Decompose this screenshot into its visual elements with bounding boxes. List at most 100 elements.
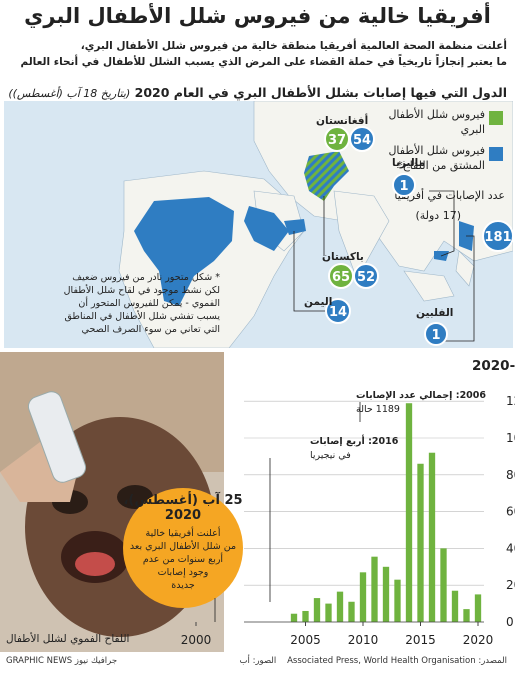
subtitle-line-1: أعلنت منظمة الصحة العالمية أفريقيا منطقة… [80, 40, 507, 52]
bar-2013 [394, 579, 401, 622]
bar-2012 [382, 566, 390, 622]
chart-bars [290, 403, 482, 622]
photo-caption: اللقاح الفموي لشلل الأطفال [6, 633, 130, 645]
annot-2014-label: 2006: إجمالي عدد الإصابات [356, 390, 486, 401]
asia-landmass [253, 101, 513, 272]
bubble-pakistan-vaccine-value: 52 [357, 270, 375, 285]
bar-2019 [463, 609, 470, 622]
footnote-line-2: لكن نشط موجود في لقاح شلل الأطفال [63, 285, 220, 296]
x-tick-label: 2015 [405, 633, 436, 647]
chart-title: الإصابات بشلل الأطفال البري في أفريقيا، … [472, 357, 515, 374]
footnote-line-5: التي تعاني من سوء الصرف الصحي [81, 324, 220, 335]
y-tick-label: 600 [506, 505, 515, 519]
bubble-pakistan-vaccine [353, 263, 379, 289]
x-tick-label: 2005 [290, 633, 321, 647]
chart-annotations: 2006: إجمالي عدد الإصابات 1189 حالة 2016… [269, 390, 486, 602]
bar-2014 [405, 403, 413, 622]
footer-sources: المصدر: Associated Press, World Health O… [240, 656, 507, 666]
bubble-philippines-value: 1 [431, 328, 440, 343]
callout-circle [123, 488, 243, 608]
sea-islands [403, 250, 475, 302]
bar-2009 [348, 601, 355, 622]
label-malaysia: ماليزيا [392, 157, 426, 169]
bar-2018 [451, 590, 459, 622]
bar-2011 [371, 556, 378, 622]
footnote-line-4: يسبب تفشي شلل الأطفال في المناطق [64, 311, 220, 322]
label-yemen: اليمن [304, 296, 333, 308]
legend-swatch-wild [489, 111, 503, 125]
leader-philippines [444, 235, 475, 342]
y-tick-label: 400 [506, 541, 515, 555]
footnote-line-3: الفموي - يمكن للفيروس المتحور أن [78, 298, 220, 309]
yemen-region [284, 219, 306, 235]
callout-line-3: أربع سنوات من عدم [143, 552, 224, 565]
bubble-afghanistan-wild-value: 37 [328, 133, 346, 148]
bubble-afghanistan-vaccine [349, 126, 375, 152]
x-tick-label: 2020 [463, 633, 494, 647]
x-tick-label: 2000 [181, 633, 212, 647]
footnote-line-1: * شكل متحور نادر من فيروس ضعيف [72, 272, 220, 283]
bubble-afghanistan-vaccine-value: 54 [353, 133, 371, 148]
leader-malaysia [429, 190, 455, 257]
bubble-pakistan-wild-value: 65 [332, 270, 350, 285]
bar-2020 [474, 594, 482, 622]
y-tick-label: 0 [506, 615, 514, 629]
annot-2016-label: 2016: أربع إصابات [310, 434, 399, 447]
bubble-yemen-value: 14 [329, 305, 347, 320]
label-pakistan: باكستان [322, 251, 364, 263]
legend-vaccine-label: فيروس شلل الأطفال المشتق من اللقاح* [388, 144, 485, 172]
africa-affected-region [134, 197, 234, 306]
annot-2014-detail: 1189 حالة [356, 404, 400, 415]
callout-year: 2020 [165, 508, 201, 523]
bar-2004 [290, 613, 298, 622]
subtitle-line-2: ما يعتبر إنجازاً تاريخياً في حملة القضاء… [20, 56, 507, 68]
bubble-malaysia [392, 173, 416, 197]
sources-text: المصدر: Associated Press, World Health O… [287, 656, 507, 666]
callout-date: 25 آب (أغسطس)، [123, 491, 242, 508]
y-tick-label: 1000 [506, 431, 515, 445]
leader-yemen [293, 231, 334, 312]
map-heading-date: (بتاريخ 18 آب (أغسطس)) [8, 87, 131, 100]
bar-2015 [417, 463, 424, 622]
bubble-malaysia-value: 1 [399, 179, 408, 194]
chart-callout: 25 آب (أغسطس)، 2020 أعلنت أفريقيا خالية … [123, 488, 243, 622]
africa-countries-count: (17 دولة) [415, 209, 461, 222]
page-title: أفريقيا خالية من فيروس شلل الأطفال البري [24, 4, 491, 28]
y-tick-label: 800 [506, 468, 515, 482]
bubble-philippines [424, 322, 448, 346]
bubble-africa [482, 220, 513, 252]
chart-x-ticks: 2000 2005 2010 2015 2020 [181, 621, 494, 647]
label-philippines: الفلبين [416, 307, 454, 319]
bar-2005 [302, 610, 309, 622]
bar-2008 [336, 591, 344, 622]
map-bubbles: 181 37 54 1 65 52 14 1 [324, 126, 513, 346]
afghanistan-pakistan-region [304, 151, 349, 201]
legend-swatch-vaccine [489, 147, 503, 161]
y-tick-label: 200 [506, 578, 515, 592]
callout-line-4: وجود إصابات [158, 567, 209, 578]
bar-2016 [428, 452, 436, 622]
bar-2010 [359, 572, 367, 622]
photo-credit: الصور: أب [239, 656, 277, 666]
callout-line-2: من شلل الأطفال البري بعد [130, 540, 236, 552]
brand-logo: GRAPHIC NEWS جرافيك نيوز [6, 656, 118, 666]
world-map [118, 101, 513, 348]
callout-line-1: أعلنت أفريقيا خالية [146, 526, 221, 539]
map-panel: فيروس شلل الأطفال البري فيروس شلل الأطفا… [4, 101, 513, 348]
cases-chart: الإصابات بشلل الأطفال البري في أفريقيا، … [123, 357, 515, 647]
label-afghanistan: أفغانستان [316, 115, 369, 127]
africa-cases-label: عدد الإصابات في أفريقيا [394, 189, 505, 202]
bar-2006 [313, 598, 321, 622]
vaccine-footnote: * شكل متحور نادر من فيروس ضعيف لكن نشط م… [10, 271, 220, 336]
x-tick-label: 2010 [348, 633, 379, 647]
bubble-yemen [325, 298, 351, 324]
annot-2016-detail: في نيجيريا [310, 450, 351, 461]
bar-2017 [440, 548, 447, 622]
horn-affected-region [244, 206, 289, 251]
callout-line-5: جديدة [171, 580, 195, 591]
bar-2007 [325, 603, 332, 622]
legend-wild-label: فيروس شلل الأطفال البري [388, 108, 485, 136]
map-heading: الدول التي فيها إصابات بشلل الأطفال البر… [8, 85, 507, 100]
